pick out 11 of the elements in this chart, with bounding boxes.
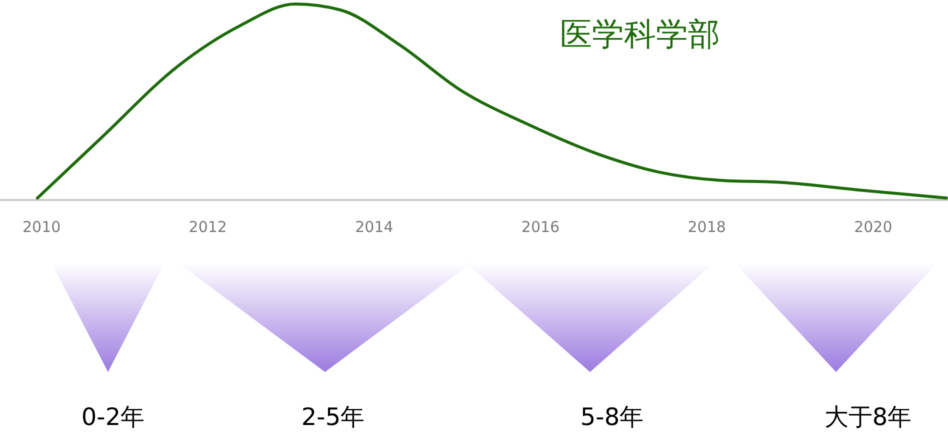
x-tick-label: 2012 (188, 218, 227, 236)
x-tick-label: 2014 (355, 218, 394, 236)
text: 0-2年 (81, 403, 145, 431)
x-tick-label: 2016 (521, 218, 560, 236)
x-tick-label: 2010 (22, 218, 61, 236)
text: 2-5年 (301, 403, 365, 431)
text: 5-8年 (580, 403, 644, 431)
chart-title: 医学科学部 (560, 15, 720, 53)
text: 大于8年 (824, 403, 912, 431)
x-tick-label: 2020 (854, 218, 892, 236)
x-tick-label: 2018 (688, 218, 726, 236)
